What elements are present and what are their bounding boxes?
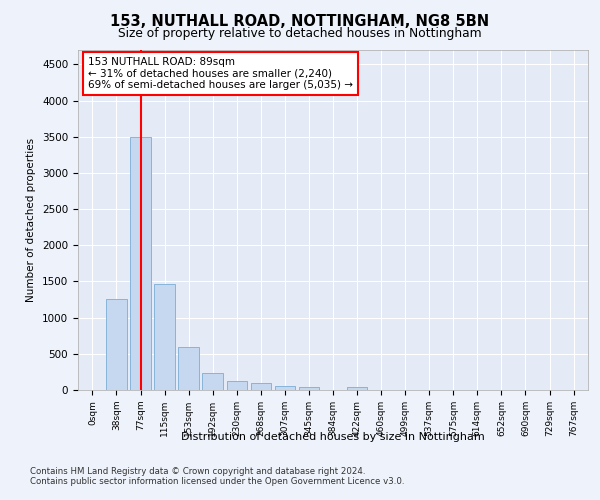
Bar <box>154 284 175 390</box>
Text: Contains public sector information licensed under the Open Government Licence v3: Contains public sector information licen… <box>30 478 404 486</box>
Text: 153 NUTHALL ROAD: 89sqm
← 31% of detached houses are smaller (2,240)
69% of semi: 153 NUTHALL ROAD: 89sqm ← 31% of detache… <box>88 57 353 90</box>
Text: Distribution of detached houses by size in Nottingham: Distribution of detached houses by size … <box>181 432 485 442</box>
Text: Size of property relative to detached houses in Nottingham: Size of property relative to detached ho… <box>118 28 482 40</box>
Bar <box>275 386 295 390</box>
Bar <box>130 137 151 390</box>
Text: Contains HM Land Registry data © Crown copyright and database right 2024.: Contains HM Land Registry data © Crown c… <box>30 468 365 476</box>
Bar <box>202 374 223 390</box>
Bar <box>106 299 127 390</box>
Y-axis label: Number of detached properties: Number of detached properties <box>26 138 37 302</box>
Text: 153, NUTHALL ROAD, NOTTINGHAM, NG8 5BN: 153, NUTHALL ROAD, NOTTINGHAM, NG8 5BN <box>110 14 490 29</box>
Bar <box>299 387 319 390</box>
Bar <box>227 382 247 390</box>
Bar <box>178 348 199 390</box>
Bar <box>251 384 271 390</box>
Bar <box>347 387 367 390</box>
